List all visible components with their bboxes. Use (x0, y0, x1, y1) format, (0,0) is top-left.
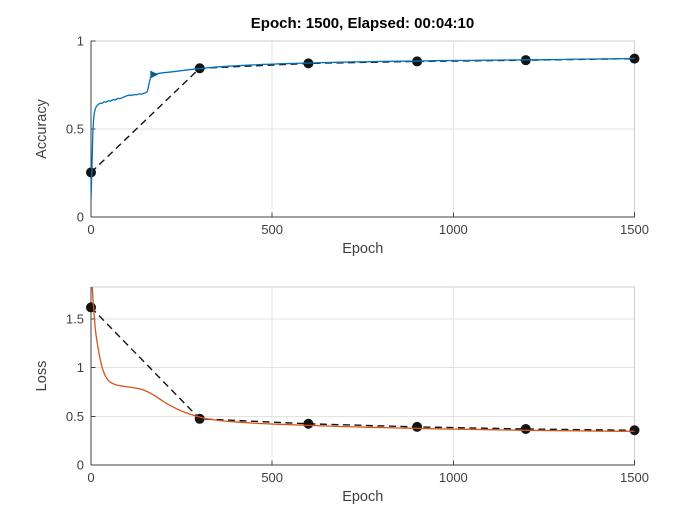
loss-ytick-label: 0 (77, 458, 84, 473)
training-accuracy-arrow-icon (150, 70, 159, 79)
training-loss-line (91, 287, 635, 433)
validation-loss-marker (194, 413, 205, 424)
accuracy-ytick-label: 0.5 (66, 122, 84, 137)
loss-xlabel: Epoch (342, 489, 383, 505)
validation-loss-line (91, 306, 635, 431)
plot-box (90, 286, 635, 466)
accuracy-xtick-label: 0 (87, 222, 94, 237)
validation-loss-marker (86, 302, 96, 313)
validation-loss-marker (629, 425, 640, 436)
accuracy-ytick-label: 1 (77, 34, 84, 49)
accuracy-xtick-label: 500 (261, 222, 283, 237)
figure-title: Epoch: 1500, Elapsed: 00:04:10 (251, 15, 474, 32)
loss-xtick-label: 1000 (439, 470, 468, 485)
accuracy-xlabel: Epoch (342, 241, 383, 257)
validation-accuracy-marker (86, 167, 96, 178)
loss-xtick-label: 500 (261, 470, 283, 485)
loss-plot: 0 500 1000 1500 0 0.5 1 1.5 Epoch Loss (34, 286, 649, 505)
loss-ylabel: Loss (34, 361, 50, 392)
loss-xtick-label: 0 (87, 470, 94, 485)
validation-accuracy-line (91, 57, 635, 174)
loss-ytick-label: 1 (77, 360, 84, 375)
loss-ytick-label: 1.5 (66, 312, 84, 327)
validation-loss-marker (412, 421, 423, 432)
accuracy-ylabel: Accuracy (34, 98, 50, 158)
accuracy-xtick-label: 1500 (620, 222, 649, 237)
accuracy-xtick-label: 1000 (439, 222, 468, 237)
validation-loss-marker (303, 418, 314, 429)
validation-loss-marker (520, 424, 531, 435)
accuracy-plot: 0 500 1000 1500 0 0.5 1 Epoch Accuracy (34, 34, 649, 258)
loss-xtick-label: 1500 (620, 470, 649, 485)
loss-ytick-label: 0.5 (66, 409, 84, 424)
accuracy-ytick-label: 0 (77, 210, 84, 225)
